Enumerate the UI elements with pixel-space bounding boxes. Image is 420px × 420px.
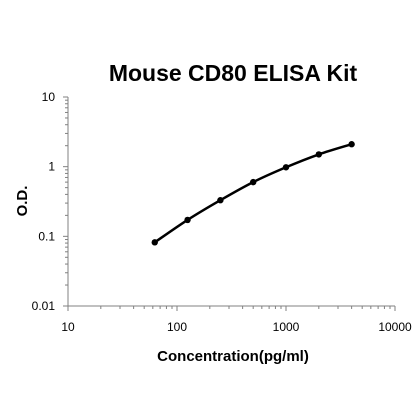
data-point xyxy=(348,141,355,148)
x-tick-label: 100 xyxy=(167,320,187,334)
axes: 10 100 1000 10000 0.01 0.1 1 10 xyxy=(32,90,412,334)
series-line xyxy=(153,142,353,244)
plot-area xyxy=(151,141,355,246)
x-tick-label: 1000 xyxy=(273,320,300,334)
x-axis-title: Concentration(pg/ml) xyxy=(157,348,309,365)
data-point xyxy=(217,197,224,204)
y-tick-label: 1 xyxy=(48,160,55,174)
y-axis-title: O.D. xyxy=(14,186,31,217)
x-tick-label: 10000 xyxy=(378,320,412,334)
x-tick-label: 10 xyxy=(61,320,75,334)
y-tick-label: 10 xyxy=(42,90,56,104)
y-tick-label: 0.1 xyxy=(38,229,55,243)
data-point xyxy=(282,164,290,171)
data-point xyxy=(249,178,257,186)
y-tick-label: 0.01 xyxy=(32,299,56,313)
chart-title: Mouse CD80 ELISA Kit xyxy=(109,60,358,86)
data-point xyxy=(151,239,158,246)
data-point xyxy=(315,151,323,158)
data-point xyxy=(184,216,191,224)
